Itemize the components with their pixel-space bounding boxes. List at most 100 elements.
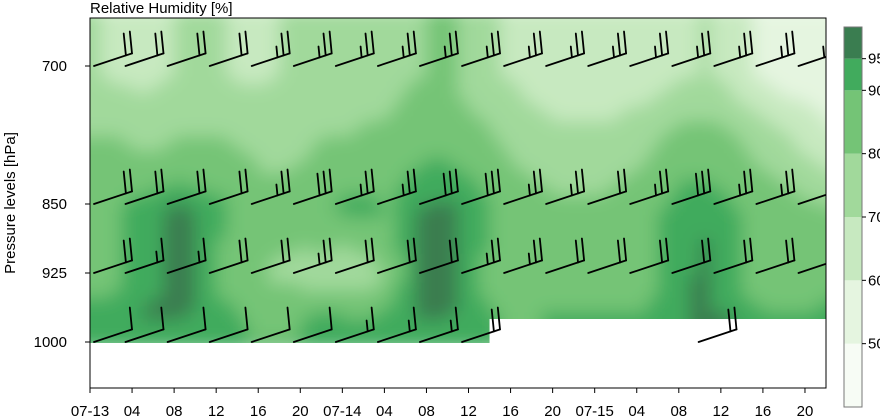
wind-barb-925-3	[208, 237, 249, 274]
wind-barb-1000-0	[93, 306, 133, 343]
wind-barb-850-0	[93, 168, 133, 205]
colorbar-band	[844, 153, 862, 217]
wind-barb-700-4	[250, 30, 291, 67]
x-tick-label: 07-14	[323, 403, 361, 418]
x-tick-label: 12	[208, 403, 225, 418]
x-tick-label: 16	[250, 403, 267, 418]
wind-barb-700-12	[587, 30, 627, 67]
wind-barb-1000-8	[419, 306, 459, 343]
wind-barb-925-10	[503, 237, 543, 274]
wind-barb-850-1	[124, 168, 165, 205]
wind-barb-1000-2	[166, 306, 207, 343]
x-tick-label: 04	[124, 403, 141, 418]
colorbar-tick-label: 90	[868, 82, 880, 99]
colorbar-tick-label: 80	[868, 146, 880, 163]
chart-title: Relative Humidity [%]	[90, 0, 233, 17]
y-tick-label: 700	[42, 58, 67, 75]
wind-barb-1000-3	[208, 306, 249, 343]
wind-barb-925-1	[124, 237, 165, 274]
wind-barb-850-3	[208, 168, 249, 205]
x-tick-label: 07-13	[71, 403, 109, 418]
wind-barb-925-2	[166, 237, 207, 274]
wind-barb-925-6	[334, 237, 375, 274]
wind-barb-925-0	[93, 237, 133, 274]
wind-barb-700-9	[461, 30, 501, 67]
wind-barb-850-8	[419, 168, 459, 205]
wind-barb-850-16	[755, 168, 796, 205]
wind-barbs	[93, 30, 826, 343]
wind-barb-850-15	[713, 168, 754, 205]
colorbar-tick-label: 50	[868, 336, 880, 353]
x-tick-label: 16	[755, 403, 772, 418]
x-tick-label: 12	[713, 403, 730, 418]
wind-barb-850-7	[377, 168, 417, 205]
wind-barb-925-14	[671, 237, 712, 274]
rh-heatmap	[90, 18, 826, 388]
wind-barb-700-13	[629, 30, 670, 67]
wind-barb-1000-6	[334, 306, 375, 343]
wind-barb-700-17	[797, 45, 826, 67]
x-tick-label: 04	[376, 403, 393, 418]
colorbar-tick-label: 95	[868, 51, 880, 68]
wind-barb-700-16	[755, 30, 796, 67]
wind-barb-700-15	[713, 30, 754, 67]
x-tick-label: 04	[628, 403, 645, 418]
wind-barb-700-2	[166, 30, 207, 67]
wind-barb-850-5	[292, 168, 333, 205]
y-axis-title: Pressure levels [hPa]	[2, 132, 19, 274]
wind-barb-850-9	[461, 168, 501, 205]
wind-barb-850-4	[250, 168, 291, 205]
colorbar-band	[844, 217, 862, 281]
wind-barb-850-11	[545, 168, 585, 205]
wind-barb-925-8	[419, 237, 459, 274]
colorbar-band	[844, 280, 862, 344]
wind-barb-925-9	[461, 237, 501, 274]
wind-barb-1000-10	[697, 306, 738, 343]
wind-barb-1000-4	[250, 306, 291, 343]
wind-barb-700-3	[208, 30, 249, 67]
y-tick-label: 850	[42, 196, 67, 213]
x-tick-label: 20	[797, 403, 814, 418]
wind-barb-700-10	[503, 30, 543, 67]
colorbar-band	[844, 90, 862, 154]
y-axis: 700 850 925 1000	[34, 58, 90, 351]
wind-barb-850-13	[629, 168, 670, 205]
x-tick-label: 16	[502, 403, 519, 418]
x-tick-label: 08	[670, 403, 687, 418]
wind-barb-700-14	[671, 30, 712, 67]
wind-barb-700-0	[93, 30, 133, 67]
wind-barb-850-14	[671, 168, 712, 205]
wind-barb-925-16	[755, 237, 796, 274]
colorbar-tick-label: 70	[868, 209, 880, 226]
wind-barb-925-5	[292, 237, 333, 274]
colorbar-band	[844, 27, 862, 59]
wind-barb-1000-1	[124, 306, 165, 343]
x-tick-label: 20	[292, 403, 309, 418]
colorbar: 50 60 70 80 90 95	[843, 26, 880, 408]
wind-barb-1000-5	[292, 306, 333, 343]
wind-barb-850-17	[797, 193, 826, 205]
x-tick-label: 08	[166, 403, 183, 418]
x-tick-label: 08	[418, 403, 435, 418]
wind-barb-925-7	[377, 237, 417, 274]
colorbar-band	[844, 58, 862, 91]
colorbar-band	[844, 343, 862, 407]
colorbar-tick-label: 60	[868, 272, 880, 289]
wind-barb-850-12	[587, 168, 627, 205]
wind-barb-925-15	[713, 237, 754, 274]
wind-barb-700-11	[545, 30, 585, 67]
wind-barb-850-6	[334, 168, 375, 205]
plot-frame	[89, 17, 827, 389]
wind-barb-925-12	[587, 237, 627, 274]
y-tick-label: 1000	[34, 334, 67, 351]
wind-barb-850-10	[503, 168, 543, 205]
wind-barb-700-1	[124, 30, 165, 67]
wind-barb-925-13	[629, 237, 670, 274]
wind-barb-925-17	[797, 262, 826, 274]
x-axis: 07-13 04 08 12 16 20 07-14 04 08 12 16 20 07-15 04 08 1…	[71, 388, 814, 418]
below-ground-mask-right	[489, 319, 826, 388]
wind-barb-850-2	[166, 168, 207, 205]
wind-barb-925-4	[250, 237, 291, 274]
x-tick-label: 12	[460, 403, 477, 418]
